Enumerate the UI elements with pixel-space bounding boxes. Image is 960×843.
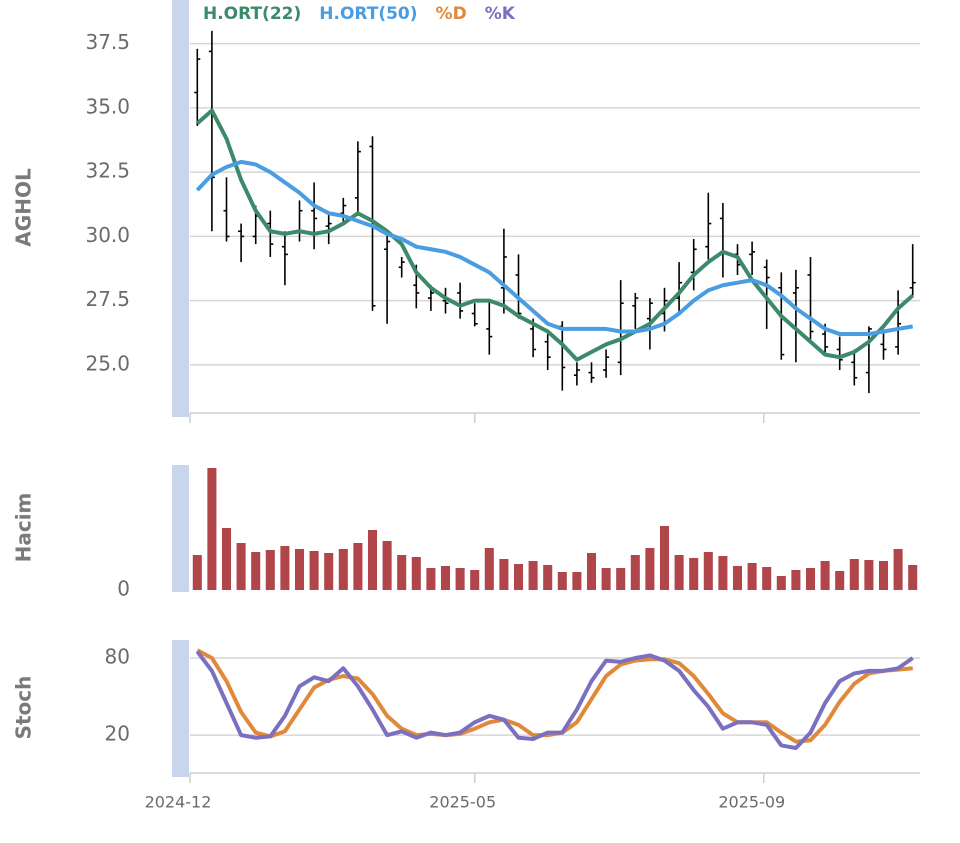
bar <box>338 549 348 590</box>
bar <box>192 555 202 590</box>
y-tick-label: 27.5 <box>85 287 130 311</box>
bar <box>484 548 494 590</box>
bar <box>864 560 874 590</box>
bar <box>309 551 319 590</box>
bar <box>426 568 436 590</box>
bar <box>776 576 786 590</box>
line-series <box>195 650 914 750</box>
bar <box>762 567 772 590</box>
x-tick-label: 2025-09 <box>718 793 785 812</box>
bar <box>397 555 407 590</box>
bar <box>820 561 830 590</box>
y-tick-label: 25.0 <box>85 351 130 375</box>
bar <box>543 565 553 590</box>
y-tick-label: 20 <box>105 722 130 746</box>
y-tick-label: 30.0 <box>85 223 130 247</box>
panel-handle <box>172 640 189 777</box>
y-tick-label: 80 <box>105 645 130 669</box>
bar <box>601 568 611 590</box>
line-series <box>195 108 915 362</box>
legend-entry: H.ORT(50) <box>319 4 417 24</box>
bar <box>849 559 859 590</box>
bar <box>630 555 640 590</box>
bar <box>513 564 524 590</box>
legend-entry: %D <box>436 4 467 24</box>
bar <box>747 563 757 590</box>
bar <box>207 468 217 590</box>
legend-entry: H.ORT(22) <box>203 4 301 24</box>
bar <box>645 548 655 590</box>
bar <box>265 550 275 590</box>
panel-handle <box>172 0 189 417</box>
bar <box>557 572 567 590</box>
bar <box>572 572 582 590</box>
bar <box>674 555 684 590</box>
bar <box>616 568 626 590</box>
bar <box>659 526 670 590</box>
bar <box>280 546 290 590</box>
panel-handle <box>172 465 189 592</box>
bar <box>586 553 597 590</box>
bar <box>908 565 918 590</box>
bar <box>689 558 699 590</box>
y-tick-label: 0 <box>117 577 130 601</box>
bar <box>236 543 246 590</box>
bar <box>221 528 232 590</box>
bar <box>251 552 261 590</box>
y-axis-title: Stoch <box>12 676 36 740</box>
y-axis-title: AGHOL <box>12 168 36 247</box>
bar <box>718 556 728 590</box>
bar <box>791 570 801 590</box>
bar <box>805 568 816 590</box>
x-tick-label: 2024-12 <box>145 793 212 812</box>
bar <box>353 543 363 590</box>
y-tick-label: 37.5 <box>85 30 130 54</box>
bar <box>499 559 509 590</box>
line-series <box>195 159 914 337</box>
y-tick-label: 35.0 <box>85 94 130 118</box>
bar <box>367 530 378 590</box>
bar <box>440 566 451 590</box>
bar <box>411 557 421 590</box>
bar <box>893 549 903 590</box>
bar <box>528 561 538 590</box>
bar <box>878 561 889 590</box>
bar <box>732 566 743 590</box>
line-series <box>196 648 913 744</box>
y-axis-title: Hacim <box>12 493 36 563</box>
bar <box>324 553 334 590</box>
bar <box>455 568 465 590</box>
bar <box>835 571 845 590</box>
bar <box>470 570 480 590</box>
bar <box>382 541 392 590</box>
legend-entry: %K <box>485 4 516 24</box>
y-tick-label: 32.5 <box>85 159 130 183</box>
bar <box>294 549 305 590</box>
x-tick-label: 2025-05 <box>429 793 496 812</box>
bar <box>703 552 713 590</box>
